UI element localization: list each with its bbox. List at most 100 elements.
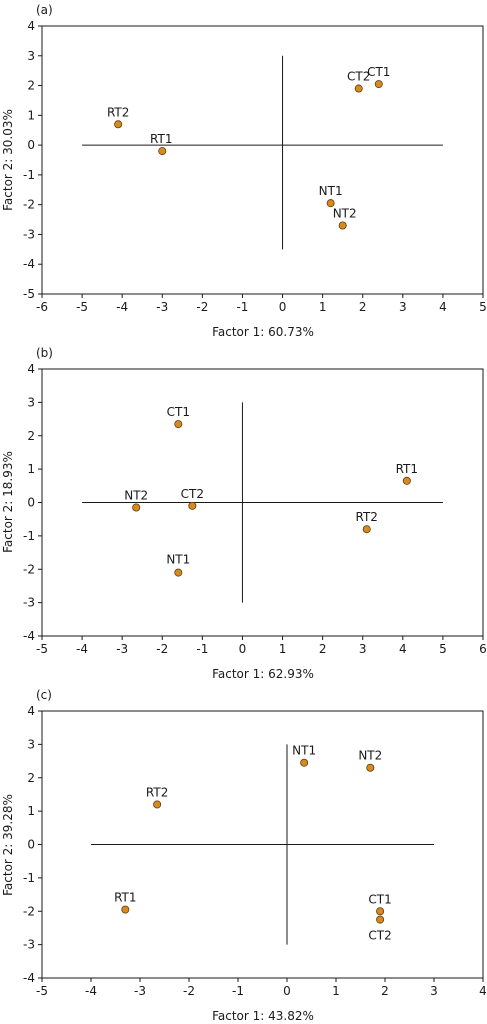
panel-3-x-tick-label: -1 [232, 984, 244, 998]
panel-1-x-tick-label: -3 [156, 300, 168, 314]
panel-2-point-label-ct2: CT2 [181, 487, 204, 501]
panel-3-x-tick-label: -3 [134, 984, 146, 998]
panel-2-point-ct1 [174, 420, 183, 429]
panel-2-y-axis-title: Factor 2: 18.93% [1, 451, 15, 553]
panel-1-x-tick-label: -1 [236, 300, 248, 314]
panel-3-point-ct2 [376, 915, 385, 924]
panel-3-point-nt2 [366, 763, 375, 772]
panel-2-y-tick-label: 1 [27, 462, 35, 476]
panel-1-point-label-ct1: CT1 [367, 65, 390, 79]
panel-2-y-tick-label: -1 [23, 529, 35, 543]
panel-1-point-nt1 [326, 199, 335, 208]
panel-3-point-label-rt2: RT2 [146, 785, 168, 799]
panel-1-label: (a) [36, 3, 53, 17]
panel-1-point-rt1 [158, 147, 167, 156]
panel-3-point-rt1 [121, 905, 130, 914]
panel-1-point-nt2 [338, 221, 347, 230]
panel-2-x-tick-label: 6 [479, 642, 487, 656]
panel-2-point-nt2 [132, 503, 141, 512]
panel-3-label: (c) [36, 688, 52, 702]
panel-2-point-label-rt1: RT1 [396, 462, 418, 476]
panel-2-x-tick-label: 3 [359, 642, 367, 656]
panel-2-x-tick-label: 0 [239, 642, 247, 656]
panel-2-point-label-ct1: CT1 [167, 405, 190, 419]
panel-3-x-tick-label: -4 [85, 984, 97, 998]
panel-1-y-tick-label: -3 [23, 227, 35, 241]
panel-1-y-tick-label: -2 [23, 198, 35, 212]
panel-2-y-tick-label: 2 [27, 429, 35, 443]
panel-3-x-tick-label: 3 [430, 984, 438, 998]
panel-3-y-tick-label: -2 [23, 904, 35, 918]
panel-3-x-tick-label: 1 [332, 984, 340, 998]
panel-3-y-tick-label: -4 [23, 971, 35, 985]
panel-2-x-tick-label: -4 [76, 642, 88, 656]
panel-2-point-label-nt1: NT1 [166, 553, 190, 567]
panel-1-y-tick-label: 0 [27, 138, 35, 152]
panel-3-x-tick-label: 0 [283, 984, 291, 998]
panel-2-point-ct2 [188, 501, 197, 510]
panel-2-x-tick-label: -3 [116, 642, 128, 656]
panel-3-point-label-rt1: RT1 [114, 891, 136, 905]
panel-2-x-tick-label: -5 [36, 642, 48, 656]
panel-1-y-axis-title: Factor 2: 30.03% [1, 109, 15, 211]
panel-1-point-label-ct2: CT2 [347, 70, 370, 84]
panel-2-y-tick-label: -4 [23, 629, 35, 643]
panel-2-x-tick-label: 4 [399, 642, 407, 656]
panel-3-point-label-nt2: NT2 [358, 749, 382, 763]
panel-1-point-ct1 [374, 80, 383, 89]
panel-2-point-label-rt2: RT2 [356, 510, 378, 524]
panel-3-x-tick-label: 4 [479, 984, 487, 998]
panel-3-point-nt1 [300, 758, 309, 767]
panel-1-x-tick-label: -4 [116, 300, 128, 314]
panel-2-x-axis-title: Factor 1: 62.93% [212, 667, 314, 681]
panel-3-x-tick-label: -5 [36, 984, 48, 998]
panel-1-x-tick-label: 3 [399, 300, 407, 314]
panel-1-x-axis-title: Factor 1: 60.73% [212, 325, 314, 339]
panel-3-y-tick-label: -3 [23, 938, 35, 952]
panel-1-x-tick-label: 5 [479, 300, 487, 314]
panel-3-y-tick-label: -1 [23, 871, 35, 885]
panel-3-x-axis-title: Factor 1: 43.82% [212, 1009, 314, 1023]
panel-1-y-tick-label: 1 [27, 108, 35, 122]
panel-3-x-tick-label: 2 [381, 984, 389, 998]
panel-2-point-nt1 [174, 568, 183, 577]
panel-1-point-label-rt1: RT1 [150, 132, 172, 146]
panel-1-x-tick-label: -6 [36, 300, 48, 314]
panel-3-x-tick-label: -2 [183, 984, 195, 998]
panel-2-y-tick-label: -3 [23, 596, 35, 610]
panel-2-x-tick-label: -1 [196, 642, 208, 656]
panel-3-y-axis-title: Factor 2: 39.28% [1, 794, 15, 896]
panel-3-point-label-ct1: CT1 [368, 892, 391, 906]
panel-1-y-tick-label: -1 [23, 168, 35, 182]
panel-3-y-tick-label: 3 [27, 737, 35, 751]
panel-1-y-tick-label: -5 [23, 287, 35, 301]
panel-3-point-label-nt1: NT1 [292, 744, 316, 758]
panel-3-point-ct1 [376, 907, 385, 916]
panel-2-y-tick-label: 3 [27, 395, 35, 409]
panel-2-point-rt2 [362, 525, 371, 534]
panel-1-y-tick-label: 4 [27, 19, 35, 33]
panel-2-x-tick-label: -2 [156, 642, 168, 656]
panel-1-x-tick-label: 1 [319, 300, 327, 314]
panel-1-point-ct2 [354, 84, 363, 93]
panel-2-x-tick-label: 5 [439, 642, 447, 656]
panel-1-x-tick-label: 2 [359, 300, 367, 314]
panel-1-point-rt2 [114, 120, 123, 129]
panel-1-y-tick-label: 3 [27, 49, 35, 63]
panel-2-y-tick-label: 0 [27, 496, 35, 510]
panel-3-y-tick-label: 2 [27, 771, 35, 785]
panel-3-y-tick-label: 1 [27, 804, 35, 818]
panel-1-y-tick-label: 2 [27, 79, 35, 93]
panel-3-y-tick-label: 0 [27, 838, 35, 852]
panel-2-point-label-nt2: NT2 [124, 489, 148, 503]
panel-2-y-tick-label: 4 [27, 362, 35, 376]
panel-1-y-tick-label: -4 [23, 257, 35, 271]
panel-2-x-tick-label: 2 [319, 642, 327, 656]
panel-1-point-label-nt2: NT2 [333, 207, 357, 221]
panel-1-point-label-nt1: NT1 [319, 184, 343, 198]
panel-3-point-rt2 [153, 800, 162, 809]
panel-1-x-tick-label: 0 [279, 300, 287, 314]
panel-2-y-tick-label: -2 [23, 562, 35, 576]
panel-2-label: (b) [36, 346, 53, 360]
